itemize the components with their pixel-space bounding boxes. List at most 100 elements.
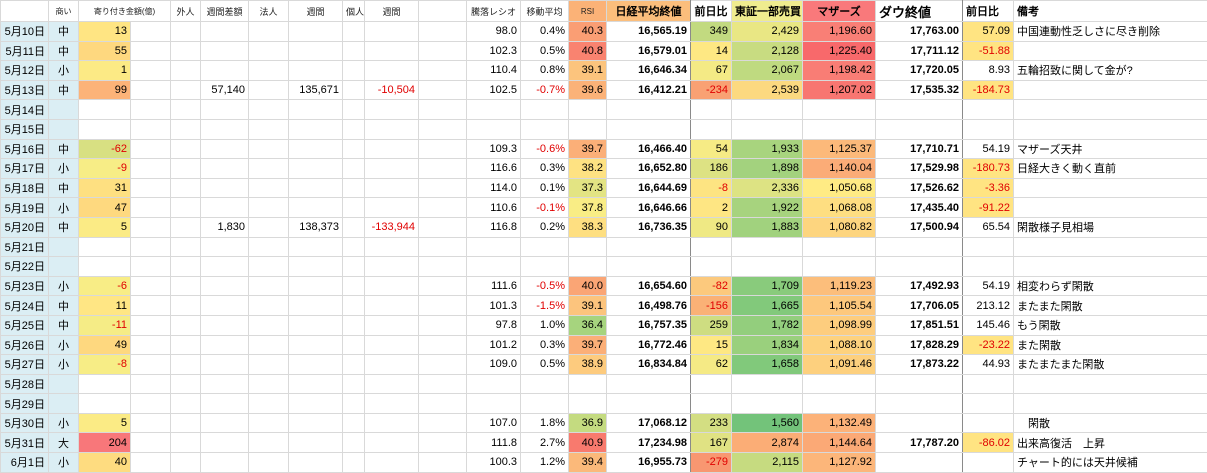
cell-nikkei[interactable]: 16,565.19 (606, 21, 692, 42)
cell-rsi[interactable]: 39.6 (568, 79, 608, 101)
cell-hojin[interactable] (248, 314, 290, 336)
cell-dchg[interactable] (962, 236, 1015, 258)
cell-hw[interactable]: 135,671 (288, 79, 344, 101)
cell-dow[interactable] (875, 412, 964, 434)
cell-kojin[interactable] (342, 99, 366, 120)
cell-rsi[interactable]: 37.3 (568, 177, 608, 199)
cell-rsi[interactable] (568, 118, 608, 140)
cell-hw[interactable] (288, 275, 344, 297)
cell-gw[interactable] (200, 295, 250, 316)
cell-scale[interactable]: 中 (48, 79, 79, 101)
cell-dchg[interactable]: 65.54 (962, 216, 1015, 238)
header-remarks[interactable]: 備考 (1013, 0, 1207, 22)
cell-kw[interactable] (364, 354, 420, 375)
cell-ratio[interactable]: 111.6 (466, 275, 522, 297)
cell-tse[interactable] (731, 118, 804, 140)
cell-amount[interactable]: 5 (78, 216, 131, 238)
cell-amount[interactable]: -62 (78, 138, 131, 160)
cell-sp1[interactable] (418, 21, 468, 42)
cell-tse[interactable]: 1,898 (731, 158, 804, 179)
cell-kw[interactable] (364, 21, 420, 42)
cell-sp0[interactable] (129, 295, 172, 316)
cell-tse[interactable]: 2,067 (731, 60, 804, 81)
cell-kw[interactable] (364, 412, 420, 434)
cell-amount[interactable]: 47 (78, 197, 131, 218)
cell-scale[interactable]: 小 (48, 275, 79, 297)
cell-sp1[interactable] (418, 256, 468, 277)
cell-scale[interactable]: 小 (48, 354, 79, 375)
cell-nikkei[interactable]: 16,579.01 (606, 40, 692, 62)
cell-mothers[interactable]: 1,132.49 (802, 412, 877, 434)
cell-rsi[interactable]: 36.4 (568, 314, 608, 336)
cell-dchg[interactable]: -3.36 (962, 177, 1015, 199)
cell-remarks[interactable]: マザーズ天井 (1013, 138, 1207, 160)
cell-chg[interactable] (690, 256, 733, 277)
cell-scale[interactable]: 中 (48, 40, 79, 62)
cell-dchg[interactable]: 145.46 (962, 314, 1015, 336)
cell-hw[interactable] (288, 40, 344, 62)
cell-kojin[interactable] (342, 452, 366, 473)
cell-gw[interactable] (200, 452, 250, 473)
cell-kojin[interactable] (342, 256, 366, 277)
header-gaijin[interactable]: 外人 (170, 0, 202, 22)
cell-hw[interactable] (288, 21, 344, 42)
cell-nikkei[interactable] (606, 236, 692, 258)
cell-mothers[interactable]: 1,119.23 (802, 275, 877, 297)
cell-kojin[interactable] (342, 40, 366, 62)
cell-mothers[interactable] (802, 373, 877, 395)
cell-remarks[interactable] (1013, 118, 1207, 140)
cell-dchg[interactable]: -91.22 (962, 197, 1015, 218)
cell-hw[interactable] (288, 60, 344, 81)
cell-ma[interactable]: -0.5% (520, 275, 570, 297)
cell-hw[interactable] (288, 118, 344, 140)
cell-kw[interactable] (364, 256, 420, 277)
cell-amount[interactable]: 13 (78, 21, 131, 42)
cell-hw[interactable] (288, 295, 344, 316)
cell-date[interactable]: 5月26日 (0, 334, 49, 356)
cell-sp0[interactable] (129, 275, 172, 297)
cell-dow[interactable] (875, 236, 964, 258)
cell-nikkei[interactable]: 16,646.66 (606, 197, 692, 218)
cell-tse[interactable]: 1,709 (731, 275, 804, 297)
cell-ma[interactable]: -0.6% (520, 138, 570, 160)
cell-ratio[interactable]: 114.0 (466, 177, 522, 199)
cell-mothers[interactable]: 1,144.64 (802, 432, 877, 454)
cell-dchg[interactable] (962, 452, 1015, 473)
cell-hojin[interactable] (248, 197, 290, 218)
cell-date[interactable]: 5月19日 (0, 197, 49, 218)
cell-tse[interactable]: 2,539 (731, 79, 804, 101)
cell-dow[interactable] (875, 118, 964, 140)
cell-ma[interactable] (520, 393, 570, 414)
cell-tse[interactable]: 1,834 (731, 334, 804, 356)
header-scale[interactable]: 商い (48, 0, 79, 22)
cell-ratio[interactable]: 116.6 (466, 158, 522, 179)
cell-nikkei[interactable]: 16,646.34 (606, 60, 692, 81)
cell-kw[interactable] (364, 334, 420, 356)
cell-sp0[interactable] (129, 177, 172, 199)
cell-sp0[interactable] (129, 99, 172, 120)
cell-gaijin[interactable] (170, 295, 202, 316)
cell-amount[interactable]: 49 (78, 334, 131, 356)
cell-nikkei[interactable]: 16,652.80 (606, 158, 692, 179)
cell-ratio[interactable] (466, 118, 522, 140)
cell-dchg[interactable]: -184.73 (962, 79, 1015, 101)
cell-gaijin[interactable] (170, 236, 202, 258)
cell-nikkei[interactable]: 16,736.35 (606, 216, 692, 238)
cell-gw[interactable] (200, 334, 250, 356)
cell-gw[interactable]: 57,140 (200, 79, 250, 101)
cell-nikkei[interactable] (606, 373, 692, 395)
cell-gaijin[interactable] (170, 412, 202, 434)
cell-date[interactable]: 5月31日 (0, 432, 49, 454)
cell-dow[interactable]: 17,535.32 (875, 79, 964, 101)
cell-ratio[interactable] (466, 393, 522, 414)
cell-remarks[interactable]: またまたまた閑散 (1013, 354, 1207, 375)
cell-scale[interactable]: 小 (48, 334, 79, 356)
cell-gw[interactable] (200, 177, 250, 199)
cell-hw[interactable] (288, 334, 344, 356)
cell-gw[interactable] (200, 138, 250, 160)
cell-date[interactable]: 5月16日 (0, 138, 49, 160)
cell-tse[interactable] (731, 393, 804, 414)
cell-dchg[interactable] (962, 412, 1015, 434)
cell-kojin[interactable] (342, 197, 366, 218)
cell-kojin[interactable] (342, 216, 366, 238)
